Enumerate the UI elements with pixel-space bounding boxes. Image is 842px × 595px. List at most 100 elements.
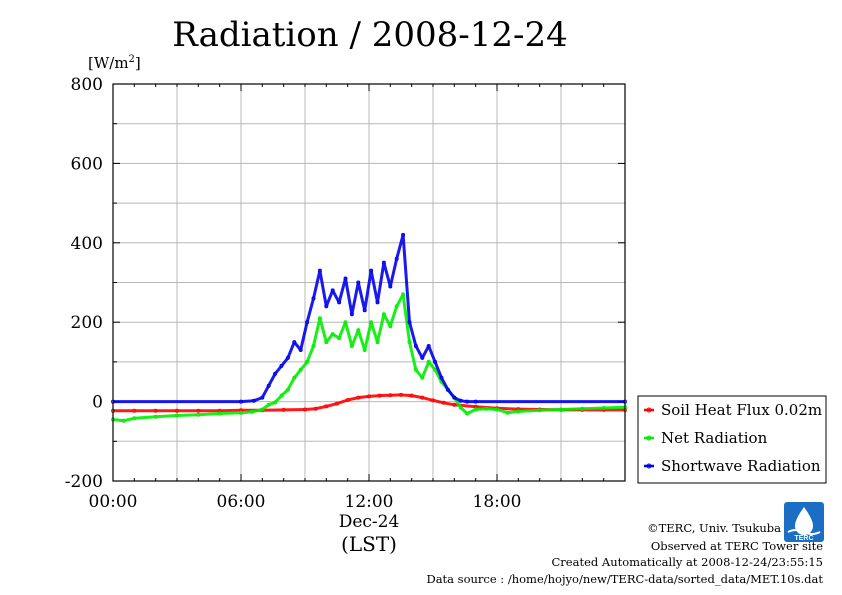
series-point-2 — [381, 260, 386, 265]
series-point-1 — [381, 312, 386, 317]
series-point-2 — [458, 398, 463, 403]
series-point-2 — [298, 347, 303, 352]
series-point-1 — [324, 340, 329, 345]
series-point-1 — [426, 359, 431, 364]
series-point-0 — [398, 392, 403, 397]
series-point-1 — [356, 328, 361, 333]
series-point-2 — [452, 395, 457, 400]
credit-source: Data source : /home/hojyo/new/TERC-data/… — [426, 572, 823, 586]
series-point-1 — [369, 320, 374, 325]
series-point-1 — [337, 336, 342, 341]
x-tick-label: 06:00 — [217, 492, 266, 512]
series-point-2 — [330, 288, 335, 293]
series-point-1 — [273, 400, 278, 405]
x-tick-label: 12:00 — [345, 492, 394, 512]
series-point-1 — [311, 343, 316, 348]
series-point-2 — [465, 399, 470, 404]
series-point-1 — [153, 414, 158, 419]
series-point-2 — [375, 300, 380, 305]
legend-label: Soil Heat Flux 0.02m — [661, 401, 822, 419]
series-point-2 — [292, 340, 297, 345]
series-point-2 — [238, 399, 243, 404]
series-point-1 — [505, 410, 510, 415]
series-point-2 — [260, 395, 265, 400]
series-point-2 — [420, 355, 425, 360]
series-point-2 — [324, 304, 329, 309]
legend: Soil Heat Flux 0.02m Net Radiation Shortwa… — [637, 395, 827, 484]
series-point-1 — [298, 367, 303, 372]
legend-label: Net Radiation — [661, 429, 768, 447]
series-point-1 — [238, 410, 243, 415]
series-point-0 — [441, 400, 446, 405]
y-tick-label: 200 — [71, 313, 103, 333]
y-axis-unit-label: [W/m2] — [88, 54, 141, 72]
series-point-0 — [366, 394, 371, 399]
series-point-2 — [305, 320, 310, 325]
series-point-2 — [413, 343, 418, 348]
series-point-1 — [121, 418, 126, 423]
series-point-1 — [249, 409, 254, 414]
series-point-0 — [420, 395, 425, 400]
series-point-0 — [388, 393, 393, 398]
series-point-1 — [279, 393, 284, 398]
series-point-0 — [302, 407, 307, 412]
series-point-2 — [433, 359, 438, 364]
series-point-1 — [305, 359, 310, 364]
series-point-1 — [559, 407, 564, 412]
series-point-0 — [356, 395, 361, 400]
series-point-1 — [388, 324, 393, 329]
series-point-1 — [217, 411, 222, 416]
series-point-1 — [362, 347, 367, 352]
legend-marker — [646, 463, 652, 469]
series-point-1 — [260, 407, 265, 412]
y-tick-label: 800 — [71, 75, 103, 95]
x-axis-date-label: Dec-24 — [339, 512, 400, 532]
y-tick-label: 400 — [71, 234, 103, 254]
x-axis-unit-label: (LST) — [341, 532, 397, 556]
series-point-1 — [394, 304, 399, 309]
chart-title: Radiation / 2008-12-24 — [172, 15, 568, 55]
series-point-2 — [273, 371, 278, 376]
axes: -200 0 200 400 600 800 00:00 06:00 12:00 18:00 — [65, 75, 626, 512]
series-point-0 — [345, 397, 350, 402]
series-point-1 — [407, 340, 412, 345]
series-point-1 — [343, 320, 348, 325]
legend-marker — [646, 435, 652, 441]
series-point-1 — [601, 405, 606, 410]
y-tick-label: -200 — [65, 472, 103, 492]
legend-label: Shortwave Radiation — [661, 457, 821, 475]
series-point-1 — [494, 407, 499, 412]
series-point-2 — [426, 343, 431, 348]
series-point-0 — [377, 393, 382, 398]
y-tick-label: 0 — [92, 393, 103, 413]
series-point-1 — [473, 407, 478, 412]
series-point-2 — [369, 268, 374, 273]
series-point-0 — [174, 408, 179, 413]
series-point-1 — [413, 367, 418, 372]
series-point-0 — [334, 401, 339, 406]
series-point-1 — [174, 413, 179, 418]
series-point-2 — [407, 320, 412, 325]
series-point-2 — [439, 375, 444, 380]
series-point-1 — [516, 409, 521, 414]
credit-copyright: ©TERC, Univ. Tsukuba — [647, 521, 781, 535]
credit-created: Created Automatically at 2008-12-24/23:5… — [552, 555, 824, 569]
series-point-1 — [537, 408, 542, 413]
series-point-1 — [580, 406, 585, 411]
series-point-1 — [292, 375, 297, 380]
series-point-1 — [330, 332, 335, 337]
series-layer — [111, 232, 628, 423]
series-point-1 — [196, 412, 201, 417]
series-point-1 — [420, 375, 425, 380]
series-point-2 — [266, 383, 271, 388]
credit-site: Observed at TERC Tower site — [651, 539, 823, 553]
series-point-2 — [445, 387, 450, 392]
series-point-0 — [132, 408, 137, 413]
series-point-1 — [465, 411, 470, 416]
series-point-2 — [362, 308, 367, 313]
series-point-1 — [266, 402, 271, 407]
x-tick-label: 00:00 — [89, 492, 138, 512]
series-point-2 — [394, 256, 399, 261]
series-point-0 — [430, 398, 435, 403]
plot-frame — [112, 83, 626, 482]
